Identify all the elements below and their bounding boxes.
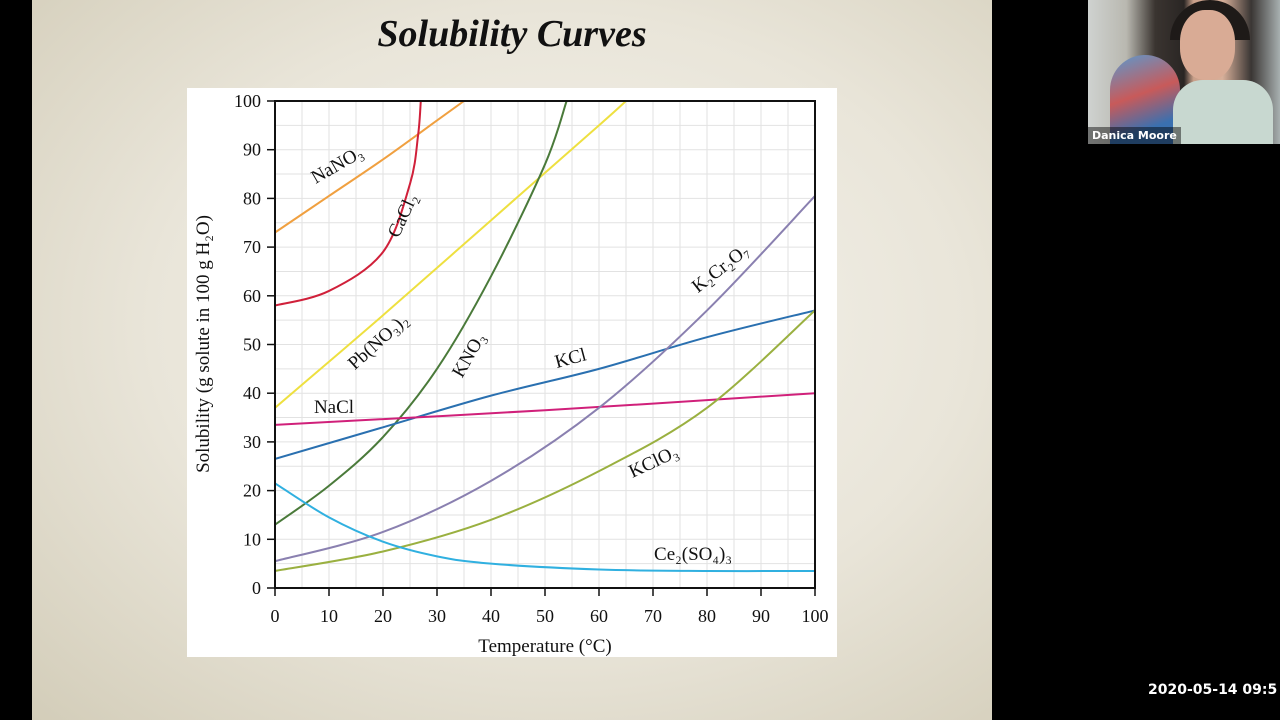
series-line-3	[275, 101, 568, 526]
x-tick-label: 90	[752, 606, 770, 626]
y-axis-label: Solubility (g solute in 100 g H₂O)	[193, 215, 214, 473]
series-line-5	[275, 392, 815, 426]
video-frame-detail	[1180, 10, 1235, 80]
series-line-7	[275, 309, 815, 572]
x-tick-label: 10	[320, 606, 338, 626]
x-tick-label: 20	[374, 606, 392, 626]
y-tick-label: 20	[243, 481, 261, 501]
x-tick-label: 50	[536, 606, 554, 626]
y-tick-label: 0	[252, 578, 261, 598]
participant-video[interactable]: Danica Moore	[1088, 0, 1280, 144]
x-tick-label: 100	[802, 606, 829, 626]
y-tick-label: 60	[243, 286, 261, 306]
series-line-0	[275, 101, 465, 234]
series-line-8	[275, 482, 815, 573]
series-label: NaCl	[314, 397, 354, 418]
slide-title: Solubility Curves	[377, 13, 647, 55]
series-line-6	[275, 195, 815, 563]
y-tick-label: 40	[243, 383, 261, 403]
x-tick-label: 70	[644, 606, 662, 626]
participant-name: Danica Moore	[1088, 127, 1181, 144]
x-tick-label: 40	[482, 606, 500, 626]
series-label: Ce₂(SO₄)₃	[654, 544, 732, 565]
y-tick-label: 80	[243, 188, 261, 208]
y-tick-label: 50	[243, 335, 261, 355]
y-tick-label: 70	[243, 237, 261, 257]
series-line-1	[275, 101, 422, 307]
series-line-2	[275, 101, 627, 409]
y-tick-label: 30	[243, 432, 261, 452]
y-tick-label: 90	[243, 140, 261, 160]
x-tick-label: 80	[698, 606, 716, 626]
timestamp: 2020-05-14 09:5	[1148, 682, 1278, 698]
x-tick-label: 30	[428, 606, 446, 626]
chart-background	[187, 88, 837, 657]
video-frame-detail	[1173, 80, 1273, 144]
video-frame-detail	[1110, 55, 1180, 144]
x-axis-label: Temperature (°C)	[478, 636, 611, 657]
x-tick-label: 0	[271, 606, 280, 626]
y-tick-label: 10	[243, 529, 261, 549]
y-tick-label: 100	[234, 91, 261, 111]
x-tick-label: 60	[590, 606, 608, 626]
series-line-4	[275, 309, 815, 460]
